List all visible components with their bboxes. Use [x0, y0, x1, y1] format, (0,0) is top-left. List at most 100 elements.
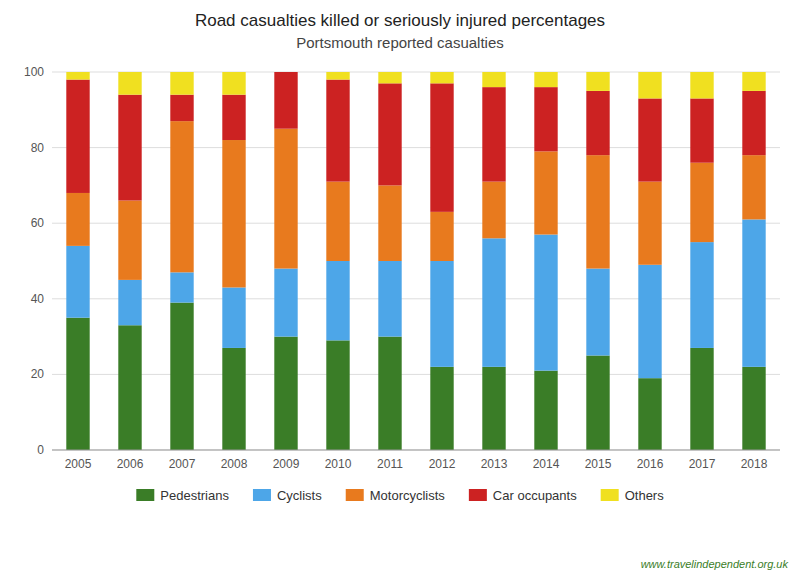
bar-segment — [638, 98, 661, 181]
x-tick-label: 2009 — [273, 457, 300, 471]
legend-item: Car occupants — [469, 488, 577, 503]
bar-segment — [66, 318, 89, 450]
legend-item: Pedestrians — [136, 488, 229, 503]
bar-segment — [534, 371, 557, 450]
bar-segment — [482, 182, 505, 239]
bar-segment — [430, 261, 453, 367]
grid-line — [52, 72, 780, 73]
x-axis-line — [52, 450, 780, 451]
x-tick-label: 2005 — [65, 457, 92, 471]
bar-segment — [430, 212, 453, 261]
y-tick-label: 80 — [31, 141, 45, 155]
bars — [66, 72, 765, 450]
bar-segment — [222, 72, 245, 95]
y-tick-label: 60 — [31, 216, 45, 230]
bar-segment — [638, 378, 661, 450]
bar-segment — [690, 242, 713, 348]
legend-swatch — [469, 489, 487, 501]
x-axis: 2005200620072008200920102011201220132014… — [52, 450, 780, 471]
legend-item: Motorcyclists — [346, 488, 446, 503]
bar-segment — [66, 80, 89, 193]
x-tick-label: 2016 — [637, 457, 664, 471]
grid-line — [52, 298, 780, 299]
watermark: www.travelindependent.org.uk — [641, 558, 789, 570]
bar-segment — [690, 72, 713, 98]
bar-segment — [690, 98, 713, 162]
x-tick-label: 2013 — [481, 457, 508, 471]
bar-segment — [586, 155, 609, 268]
bar-segment — [482, 367, 505, 450]
x-tick-label: 2010 — [325, 457, 352, 471]
legend-item: Cyclists — [253, 488, 322, 503]
bar-segment — [586, 72, 609, 91]
grid-line — [52, 223, 780, 224]
x-tick-label: 2012 — [429, 457, 456, 471]
y-tick-label: 20 — [31, 367, 45, 381]
y-tick-label: 100 — [24, 65, 44, 79]
subtitle: Portsmouth reported casualties — [296, 34, 504, 51]
bar-segment — [222, 287, 245, 347]
bar-segment — [638, 72, 661, 98]
bar-segment — [742, 219, 765, 366]
bar-segment — [66, 246, 89, 318]
x-tick-label: 2011 — [377, 457, 403, 471]
bar-segment — [170, 72, 193, 95]
x-tick-label: 2006 — [117, 457, 144, 471]
grid-line — [52, 147, 780, 148]
bar-segment — [638, 265, 661, 378]
grid-line — [52, 374, 780, 375]
bar-segment — [66, 72, 89, 80]
bar-segment — [482, 238, 505, 367]
legend-swatch — [253, 489, 271, 501]
bar-segment — [482, 87, 505, 181]
bar-segment — [378, 261, 401, 337]
bar-segment — [222, 95, 245, 140]
legend-swatch — [136, 489, 154, 501]
legend-swatch — [346, 489, 364, 501]
bar-segment — [66, 193, 89, 246]
bar-segment — [586, 356, 609, 451]
bar-segment — [118, 201, 141, 280]
title: Road casualties killed or seriously inju… — [195, 11, 605, 30]
bar-segment — [170, 121, 193, 272]
bar-segment — [430, 367, 453, 450]
x-tick-label: 2008 — [221, 457, 248, 471]
bar-segment — [534, 151, 557, 234]
bar-segment — [534, 235, 557, 371]
bar-segment — [638, 182, 661, 265]
bar-segment — [742, 72, 765, 91]
x-tick-label: 2017 — [689, 457, 716, 471]
chart: Road casualties killed or seriously inju… — [0, 0, 800, 580]
bar-segment — [378, 72, 401, 83]
bar-segment — [274, 129, 297, 269]
bar-segment — [118, 72, 141, 95]
bar-segment — [482, 72, 505, 87]
bar-segment — [170, 303, 193, 450]
bar-segment — [690, 163, 713, 242]
legend-swatch — [601, 489, 619, 501]
bar-segment — [534, 87, 557, 151]
y-tick-label: 40 — [31, 292, 45, 306]
legend-label: Pedestrians — [160, 488, 229, 503]
bar-segment — [378, 185, 401, 261]
legend-label: Motorcyclists — [370, 488, 446, 503]
legend-label: Car occupants — [493, 488, 577, 503]
bar-segment — [118, 280, 141, 325]
y-axis: 0 20 40 60 80 100 — [24, 65, 780, 457]
bar-segment — [586, 269, 609, 356]
bar-segment — [274, 72, 297, 73]
bar-segment — [378, 337, 401, 450]
bar-segment — [274, 269, 297, 337]
legend-item: Others — [601, 488, 665, 503]
legend: Pedestrians Cyclists Motorcyclists Car occu… — [136, 488, 664, 503]
bar-segment — [326, 340, 349, 450]
bar-segment — [170, 95, 193, 121]
bar-segment — [430, 83, 453, 212]
legend-label: Others — [625, 488, 665, 503]
bar-segment — [274, 337, 297, 450]
bar-segment — [534, 72, 557, 87]
y-tick-label: 0 — [37, 443, 44, 457]
bar-segment — [326, 72, 349, 80]
bar-segment — [742, 367, 765, 450]
legend-label: Cyclists — [277, 488, 322, 503]
